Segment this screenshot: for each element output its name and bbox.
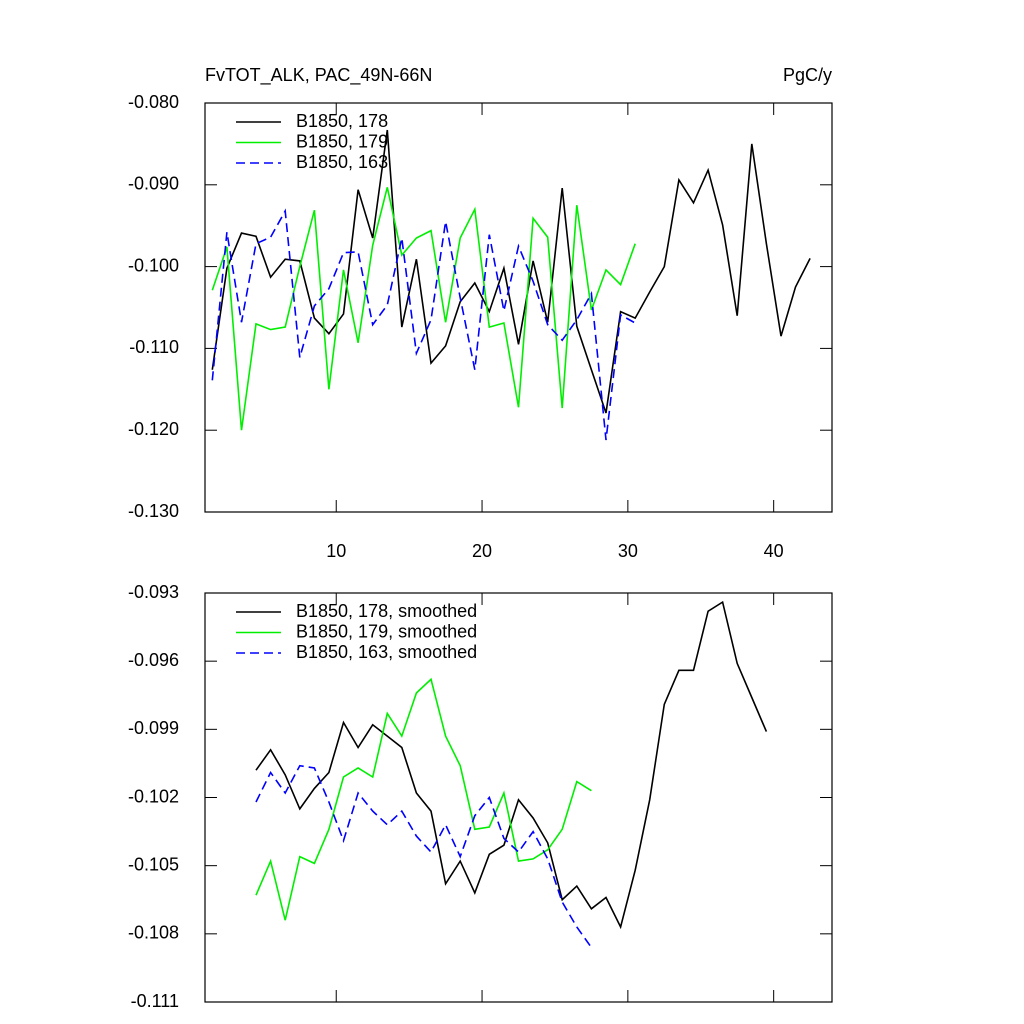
y-tick-label: -0.102 xyxy=(128,786,179,806)
data-line xyxy=(211,129,811,414)
data-line xyxy=(211,187,636,431)
legend-label: B1850, 179 xyxy=(296,131,388,151)
data-line xyxy=(255,677,592,921)
x-tick-label: 20 xyxy=(472,541,492,561)
data-line xyxy=(211,208,636,441)
x-tick-label: 10 xyxy=(326,541,346,561)
x-tick-label: 40 xyxy=(764,541,784,561)
legend-label: B1850, 178 xyxy=(296,111,388,131)
x-tick-label: 30 xyxy=(618,541,638,561)
y-tick-label: -0.090 xyxy=(128,174,179,194)
legend-label: B1850, 163, smoothed xyxy=(296,642,477,662)
data-line xyxy=(255,764,593,948)
y-tick-label: -0.080 xyxy=(128,92,179,112)
y-tick-label: -0.105 xyxy=(128,854,179,874)
y-tick-label: -0.093 xyxy=(128,582,179,602)
legend-label: B1850, 178, smoothed xyxy=(296,601,477,621)
y-tick-label: -0.099 xyxy=(128,718,179,738)
y-tick-label: -0.108 xyxy=(128,923,179,943)
legend-label: B1850, 179, smoothed xyxy=(296,621,477,641)
y-tick-label: -0.100 xyxy=(128,255,179,275)
chart-title: FvTOT_ALK, PAC_49N-66N xyxy=(205,65,432,86)
y-tick-label: -0.110 xyxy=(129,337,179,357)
units-label: PgC/y xyxy=(783,65,832,85)
data-line xyxy=(255,600,768,930)
y-tick-label: -0.120 xyxy=(128,419,179,439)
plot-frame xyxy=(204,102,833,513)
y-tick-label: -0.130 xyxy=(128,501,179,521)
y-tick-label: -0.111 xyxy=(131,991,179,1011)
y-tick-label: -0.096 xyxy=(128,650,179,670)
legend-label: B1850, 163 xyxy=(296,152,388,172)
